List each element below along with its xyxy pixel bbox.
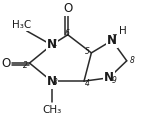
Text: 6: 6 <box>65 29 69 38</box>
Text: N: N <box>107 34 117 47</box>
Text: 3: 3 <box>53 78 58 87</box>
Text: 2: 2 <box>23 61 28 70</box>
Text: N: N <box>47 75 57 88</box>
Text: 7: 7 <box>112 34 117 43</box>
Text: 1: 1 <box>53 39 58 48</box>
Text: 9: 9 <box>112 76 117 85</box>
Text: H₃C: H₃C <box>12 20 31 30</box>
Text: N: N <box>47 38 57 51</box>
Text: H: H <box>119 26 126 36</box>
Text: 8: 8 <box>129 56 134 65</box>
Text: O: O <box>63 2 72 15</box>
Text: 5: 5 <box>85 47 90 56</box>
Text: N: N <box>104 71 114 84</box>
Text: 4: 4 <box>85 79 90 88</box>
Text: CH₃: CH₃ <box>42 105 61 115</box>
Text: O: O <box>1 57 11 69</box>
